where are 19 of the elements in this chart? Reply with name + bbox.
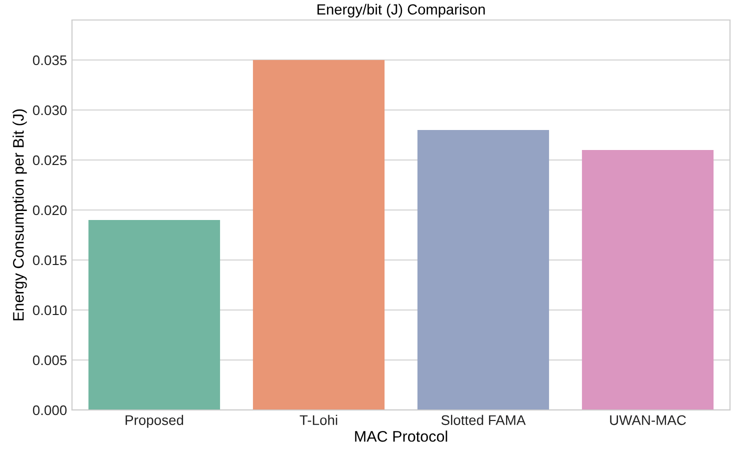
x-tick-label: UWAN-MAC: [610, 415, 686, 426]
bar: [582, 150, 714, 410]
y-tick-label: 0.025: [32, 155, 67, 166]
y-tick-label: 0.030: [32, 105, 67, 116]
x-tick-label: T-Lohi: [300, 414, 338, 426]
y-tick-label: 0.000: [32, 405, 67, 416]
chart-title: Energy/bit (J) Comparison: [318, 4, 485, 18]
x-tick-label: Slotted FAMA: [441, 414, 526, 426]
y-tick-label: 0.010: [32, 305, 67, 316]
bar: [88, 220, 220, 410]
y-axis-title: Energy Consumption per Bit (J): [12, 109, 27, 320]
y-tick-label: 0.035: [32, 55, 67, 66]
y-tick-label: 0.020: [32, 205, 67, 216]
bar: [417, 130, 550, 410]
y-tick-label: 0.015: [32, 255, 67, 266]
x-tick-label: Proposed: [126, 414, 184, 428]
bar: [252, 60, 385, 410]
x-axis-title: MAC Protocol: [355, 430, 448, 442]
y-tick-label: 0.005: [32, 355, 67, 366]
